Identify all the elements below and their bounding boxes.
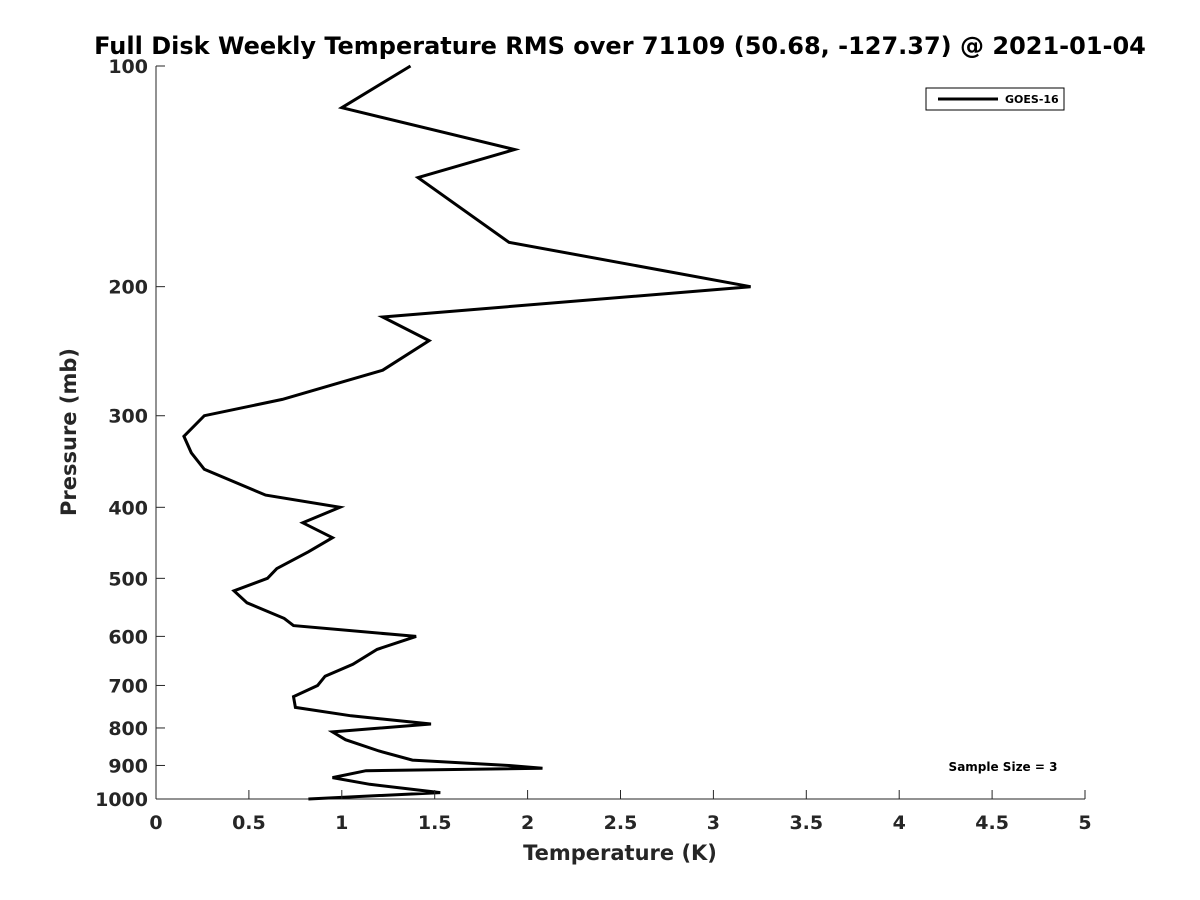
y-tick-label: 700 <box>108 675 148 697</box>
x-tick-label: 4.5 <box>975 812 1009 834</box>
x-axis-label: Temperature (K) <box>523 841 717 865</box>
x-tick-label: 2 <box>521 812 534 834</box>
y-tick-label: 800 <box>108 718 148 740</box>
y-tick-label: 400 <box>108 497 148 519</box>
y-tick-label: 500 <box>108 568 148 590</box>
x-tick-label: 3 <box>707 812 720 834</box>
x-tick-label: 2.5 <box>604 812 638 834</box>
chart-title: Full Disk Weekly Temperature RMS over 71… <box>94 32 1146 60</box>
series-line-goes-16 <box>182 64 751 801</box>
y-tick-label: 100 <box>108 56 148 78</box>
y-axis-ticks: 100 200 300 400 500 600 700 800 900 1000 <box>95 56 165 811</box>
x-tick-label: 0 <box>149 812 162 834</box>
x-axis-ticks: 0 0.5 1 1.5 2 2.5 3 3.5 4 4.5 5 <box>149 790 1092 834</box>
legend-entry-goes-16: GOES-16 <box>1005 93 1059 106</box>
legend: GOES-16 <box>925 87 1065 111</box>
x-tick-label: 1.5 <box>418 812 452 834</box>
y-tick-label: 900 <box>108 755 148 777</box>
x-tick-label: 5 <box>1078 812 1091 834</box>
y-tick-label: 200 <box>108 277 148 299</box>
x-tick-label: 3.5 <box>789 812 823 834</box>
x-tick-label: 0.5 <box>232 812 266 834</box>
y-tick-label: 300 <box>108 406 148 428</box>
sample-size-annotation: Sample Size = 3 <box>949 760 1058 774</box>
x-tick-label: 4 <box>893 812 906 834</box>
y-tick-label: 1000 <box>95 789 148 811</box>
x-tick-label: 1 <box>335 812 348 834</box>
y-tick-label: 600 <box>108 626 148 648</box>
y-axis-label: Pressure (mb) <box>57 348 81 516</box>
plot-area <box>155 64 1085 801</box>
